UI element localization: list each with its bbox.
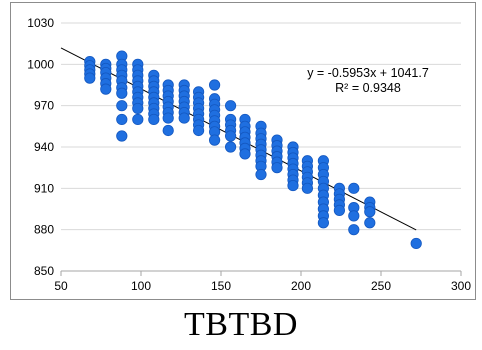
- data-point: [193, 124, 205, 137]
- y-tick-label: 1030: [27, 16, 54, 30]
- y-tick-label: 910: [34, 181, 54, 195]
- data-point: [100, 83, 112, 95]
- data-point: [301, 182, 313, 194]
- data-point: [116, 87, 128, 99]
- figure-caption: TBTBD: [184, 306, 298, 343]
- data-point: [162, 112, 174, 124]
- y-tick-label: 880: [34, 223, 54, 237]
- data-point: [364, 217, 376, 229]
- chart-frame: 850 880 910 940 970 1000 1030 50 100 150 200 250 300…: [10, 2, 476, 300]
- x-tick-label: 100: [131, 279, 151, 293]
- data-point: [148, 113, 160, 126]
- x-tick-label: 200: [291, 279, 311, 293]
- data-point: [364, 206, 376, 218]
- data-point: [333, 204, 345, 216]
- data-point: [84, 72, 96, 84]
- x-tick-label: 150: [211, 279, 231, 293]
- data-point: [348, 182, 360, 194]
- data-point: [162, 124, 174, 137]
- data-point: [255, 168, 267, 181]
- data-point: [132, 113, 144, 126]
- x-tick-label: 300: [451, 279, 471, 293]
- y-tick-label: 970: [34, 99, 54, 113]
- y-tick-label: 1000: [27, 57, 54, 71]
- data-point: [271, 162, 283, 174]
- data-point: [116, 113, 128, 126]
- r-squared-label: R² = 0.9348: [335, 81, 401, 95]
- data-point: [178, 112, 190, 124]
- scatter-chart: 850 880 910 940 970 1000 1030 50 100 150 200 250 300…: [27, 16, 471, 293]
- trendline-equation: y = -0.5953x + 1041.7: [307, 66, 429, 80]
- data-point: [348, 210, 360, 222]
- y-tick-label: 940: [34, 140, 54, 154]
- x-tick-label: 250: [371, 279, 391, 293]
- x-tick-label: 50: [54, 279, 68, 293]
- data-point: [116, 130, 128, 142]
- data-point: [209, 79, 221, 91]
- data-point: [410, 237, 422, 250]
- data-point: [225, 130, 237, 142]
- data-point: [287, 179, 299, 192]
- axes: [60, 270, 462, 276]
- data-point: [209, 134, 221, 146]
- data-point: [116, 100, 128, 112]
- data-point: [225, 141, 237, 153]
- data-point: [239, 148, 251, 160]
- tick-labels: 850 880 910 940 970 1000 1030 50 100 150 200 250 300: [27, 16, 471, 293]
- data-point: [225, 100, 237, 112]
- y-tick-label: 850: [34, 264, 54, 278]
- data-point: [317, 217, 329, 229]
- data-point: [348, 224, 360, 236]
- data-points: [84, 50, 422, 250]
- data-point: [132, 102, 144, 115]
